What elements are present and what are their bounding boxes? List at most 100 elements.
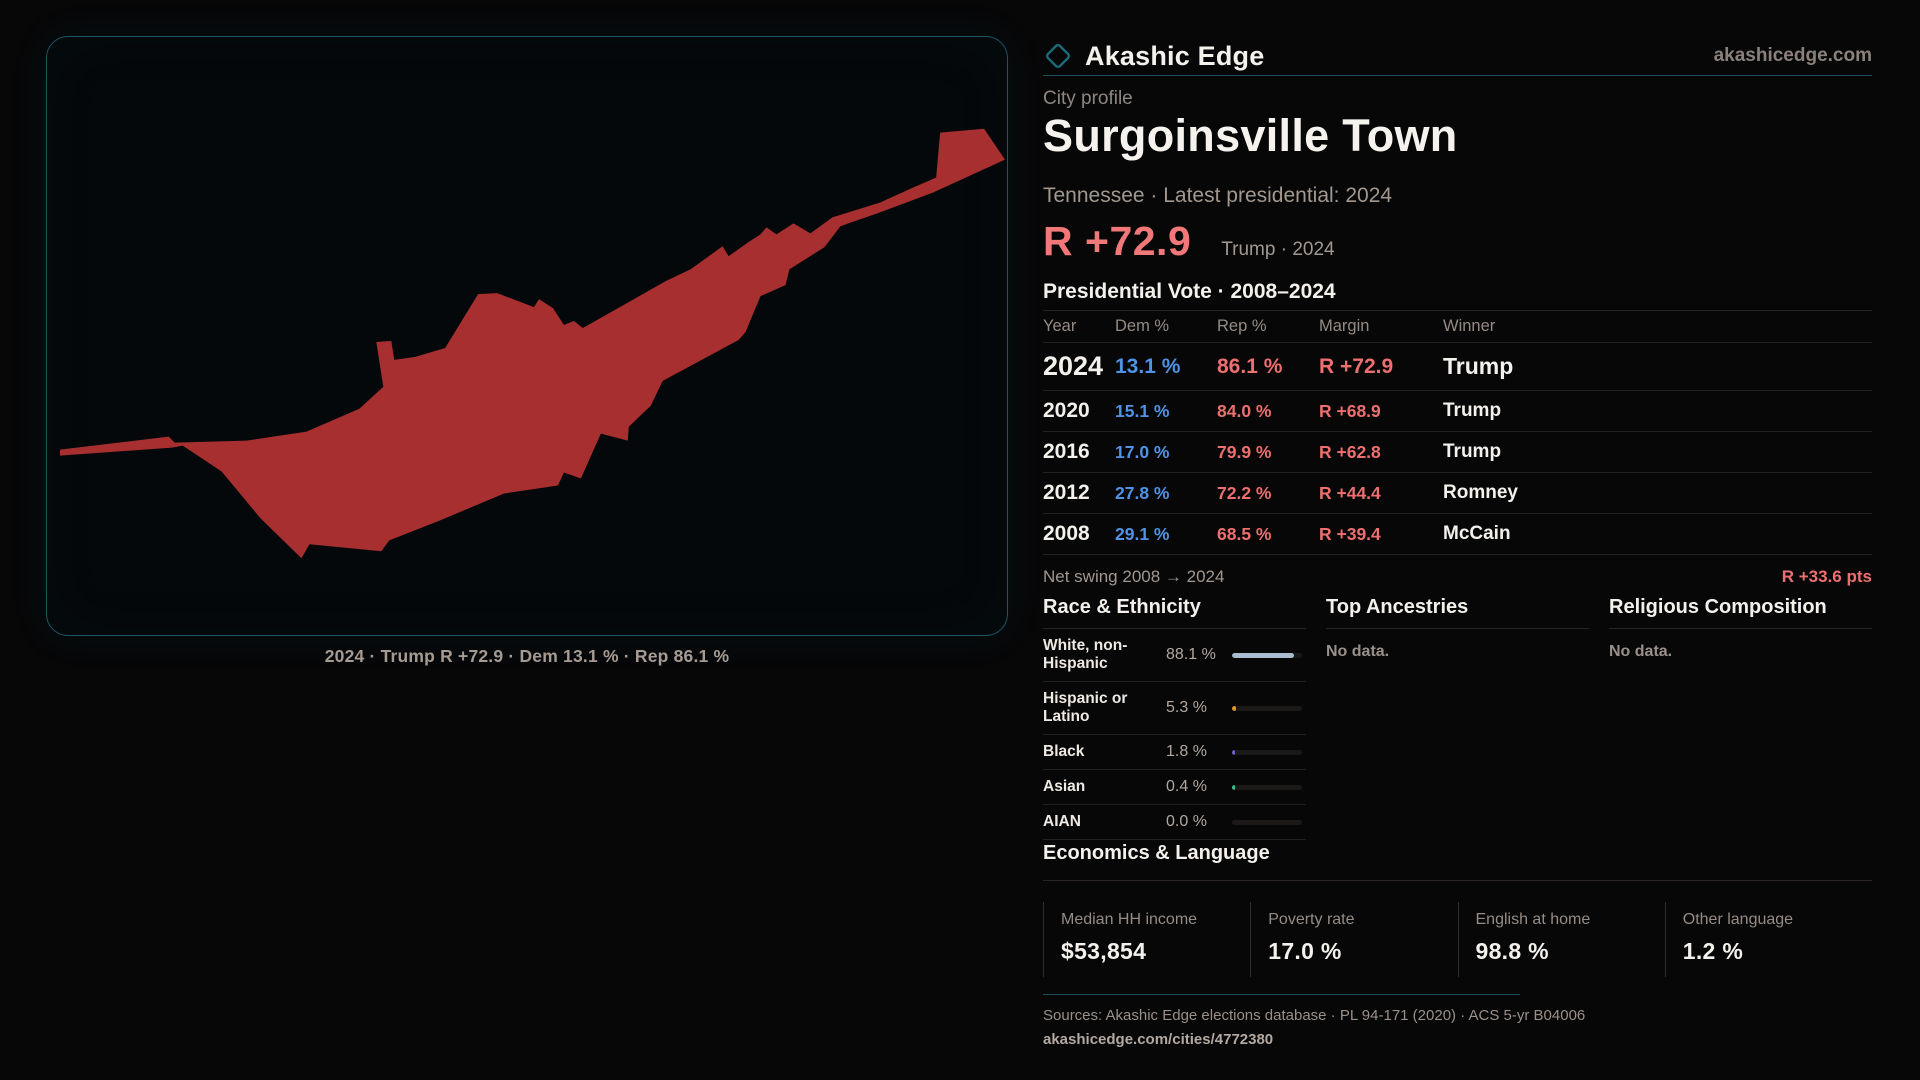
net-swing-value: R +33.6 pts [1781, 566, 1872, 586]
vote-dem-pct: 17.0 % [1115, 441, 1170, 462]
vote-rep-pct: 72.2 % [1217, 482, 1272, 503]
stat-card: Poverty rate 17.0 % [1250, 902, 1457, 977]
race-value: 88.1 % [1166, 646, 1216, 663]
column-header-winner: Winner [1443, 317, 1496, 335]
vote-rep-pct: 86.1 % [1217, 354, 1283, 378]
net-swing-row: Net swing 2008 → 2024 R +33.6 pts [1043, 554, 1872, 598]
vote-dem-pct: 13.1 % [1115, 354, 1181, 378]
column-header-year: Year [1043, 317, 1077, 335]
race-row: AIAN 0.0 % [1043, 805, 1306, 840]
diamond-logo-icon [1046, 44, 1070, 68]
header-divider [1043, 75, 1872, 76]
vote-dem-pct: 27.8 % [1115, 482, 1170, 503]
vote-row-2020: 2020 15.1 % 84.0 % R +68.9 Trump [1043, 390, 1872, 431]
race-section: Race & Ethnicity White, non-Hispanic 88.1… [1043, 596, 1306, 840]
vote-margin: R +44.4 [1319, 482, 1381, 503]
ancestries-section: Top Ancestries No data. [1326, 596, 1589, 840]
race-bar-fill [1232, 784, 1235, 790]
vote-dem-pct: 15.1 % [1115, 400, 1170, 421]
vote-table-body: 2024 13.1 % 86.1 % R +72.9 Trump 2020 15.1 % 84… [1043, 342, 1872, 554]
vote-dem-pct: 29.1 % [1115, 523, 1170, 544]
race-value: 0.4 % [1166, 778, 1207, 795]
stat-label: Other language [1682, 911, 1794, 928]
race-label: White, non-Hispanic [1043, 637, 1128, 672]
vote-row-2016: 2016 17.0 % 79.9 % R +62.8 Trump [1043, 431, 1872, 472]
vote-margin: R +72.9 [1319, 354, 1394, 378]
race-bar-fill [1232, 749, 1235, 755]
race-row: Hispanic or Latino 5.3 % [1043, 682, 1306, 735]
city-map-svg [59, 128, 1006, 559]
city-map-panel [46, 36, 1008, 636]
economics-stats: Median HH income $53,854 Poverty rate 17.0 … [1043, 902, 1872, 977]
vote-row-2012: 2012 27.8 % 72.2 % R +44.4 Romney [1043, 472, 1872, 513]
stat-value: 1.2 % [1682, 938, 1744, 964]
vote-winner: Trump [1443, 400, 1502, 421]
race-bar [1232, 705, 1302, 711]
footer-sources: Sources: Akashic Edge elections database… [1043, 1007, 1586, 1024]
stat-label: Poverty rate [1268, 911, 1355, 928]
vote-rep-pct: 79.9 % [1217, 441, 1272, 462]
race-label: Black [1043, 743, 1085, 760]
stat-value: 98.8 % [1475, 938, 1549, 964]
race-bar [1232, 749, 1302, 755]
demographics-sections: Race & Ethnicity White, non-Hispanic 88.1… [1043, 596, 1872, 840]
stat-label: Median HH income [1061, 911, 1198, 928]
brand-domain-link[interactable]: akashicedge.com [1713, 45, 1872, 66]
stat-card: Other language 1.2 % [1664, 902, 1872, 977]
headline-margin-value: R +72.9 [1043, 218, 1192, 264]
race-value: 5.3 % [1166, 699, 1207, 716]
race-section-title: Race & Ethnicity [1043, 596, 1306, 629]
page-title: Surgoinsville Town [1043, 110, 1458, 161]
vote-table-title: Presidential Vote · 2008–2024 [1043, 280, 1336, 303]
economics-section-title: Economics & Language [1043, 842, 1872, 881]
brand-name: Akashic Edge [1085, 40, 1265, 71]
race-value: 1.8 % [1166, 743, 1207, 760]
religion-empty-text: No data. [1609, 643, 1673, 660]
vote-year: 2020 [1043, 399, 1090, 422]
net-swing-label: Net swing 2008 → 2024 [1043, 566, 1225, 586]
column-header-margin: Margin [1319, 317, 1370, 335]
religion-section: Religious Composition No data. [1609, 596, 1872, 840]
city-boundary-shape [59, 128, 1006, 559]
vote-margin: R +68.9 [1319, 400, 1381, 421]
race-bar [1232, 652, 1302, 658]
vote-year: 2016 [1043, 440, 1090, 463]
race-row: Black 1.8 % [1043, 735, 1306, 770]
race-bar-fill [1232, 705, 1236, 711]
race-rows: White, non-Hispanic 88.1 % Hispanic or Lat… [1043, 629, 1306, 840]
race-bar-fill [1232, 652, 1294, 658]
vote-rep-pct: 84.0 % [1217, 400, 1272, 421]
vote-winner: Romney [1443, 482, 1518, 503]
race-value: 0.0 % [1166, 813, 1207, 830]
vote-year: 2008 [1043, 522, 1090, 545]
vote-margin: R +39.4 [1319, 523, 1381, 544]
page-subtitle: Tennessee · Latest presidential: 2024 [1043, 184, 1393, 207]
race-bar [1232, 819, 1302, 825]
vote-winner: Trump [1443, 441, 1502, 462]
race-label: Hispanic or Latino [1043, 690, 1128, 725]
race-row: White, non-Hispanic 88.1 % [1043, 629, 1306, 682]
margin-headline: R +72.9 Trump · 2024 [1043, 218, 1872, 265]
kicker-label: City profile [1043, 88, 1133, 109]
headline-margin-context: Trump · 2024 [1221, 239, 1335, 260]
footer: Sources: Akashic Edge elections database… [1043, 994, 1586, 1049]
stat-value: 17.0 % [1268, 938, 1342, 964]
vote-rep-pct: 68.5 % [1217, 523, 1272, 544]
race-bar [1232, 784, 1302, 790]
vote-margin: R +62.8 [1319, 441, 1381, 462]
race-label: AIAN [1043, 813, 1081, 830]
race-label: Asian [1043, 778, 1086, 795]
footer-permalink[interactable]: akashicedge.com/cities/4772380 [1043, 1031, 1274, 1048]
column-header-dem: Dem % [1115, 317, 1170, 335]
stat-card: English at home 98.8 % [1457, 902, 1665, 977]
vote-year: 2024 [1043, 351, 1104, 381]
column-header-rep: Rep % [1217, 317, 1267, 335]
religion-section-title: Religious Composition [1609, 596, 1872, 629]
vote-table: Year Dem % Rep % Margin Winner 2024 13.1 % 86.… [1043, 310, 1872, 598]
vote-winner: Trump [1443, 353, 1514, 379]
stat-card: Median HH income $53,854 [1043, 902, 1250, 977]
stat-label: English at home [1475, 911, 1591, 928]
map-caption: 2024 · Trump R +72.9 · Dem 13.1 % · Rep … [324, 646, 730, 666]
vote-row-2008: 2008 29.1 % 68.5 % R +39.4 McCain [1043, 513, 1872, 554]
